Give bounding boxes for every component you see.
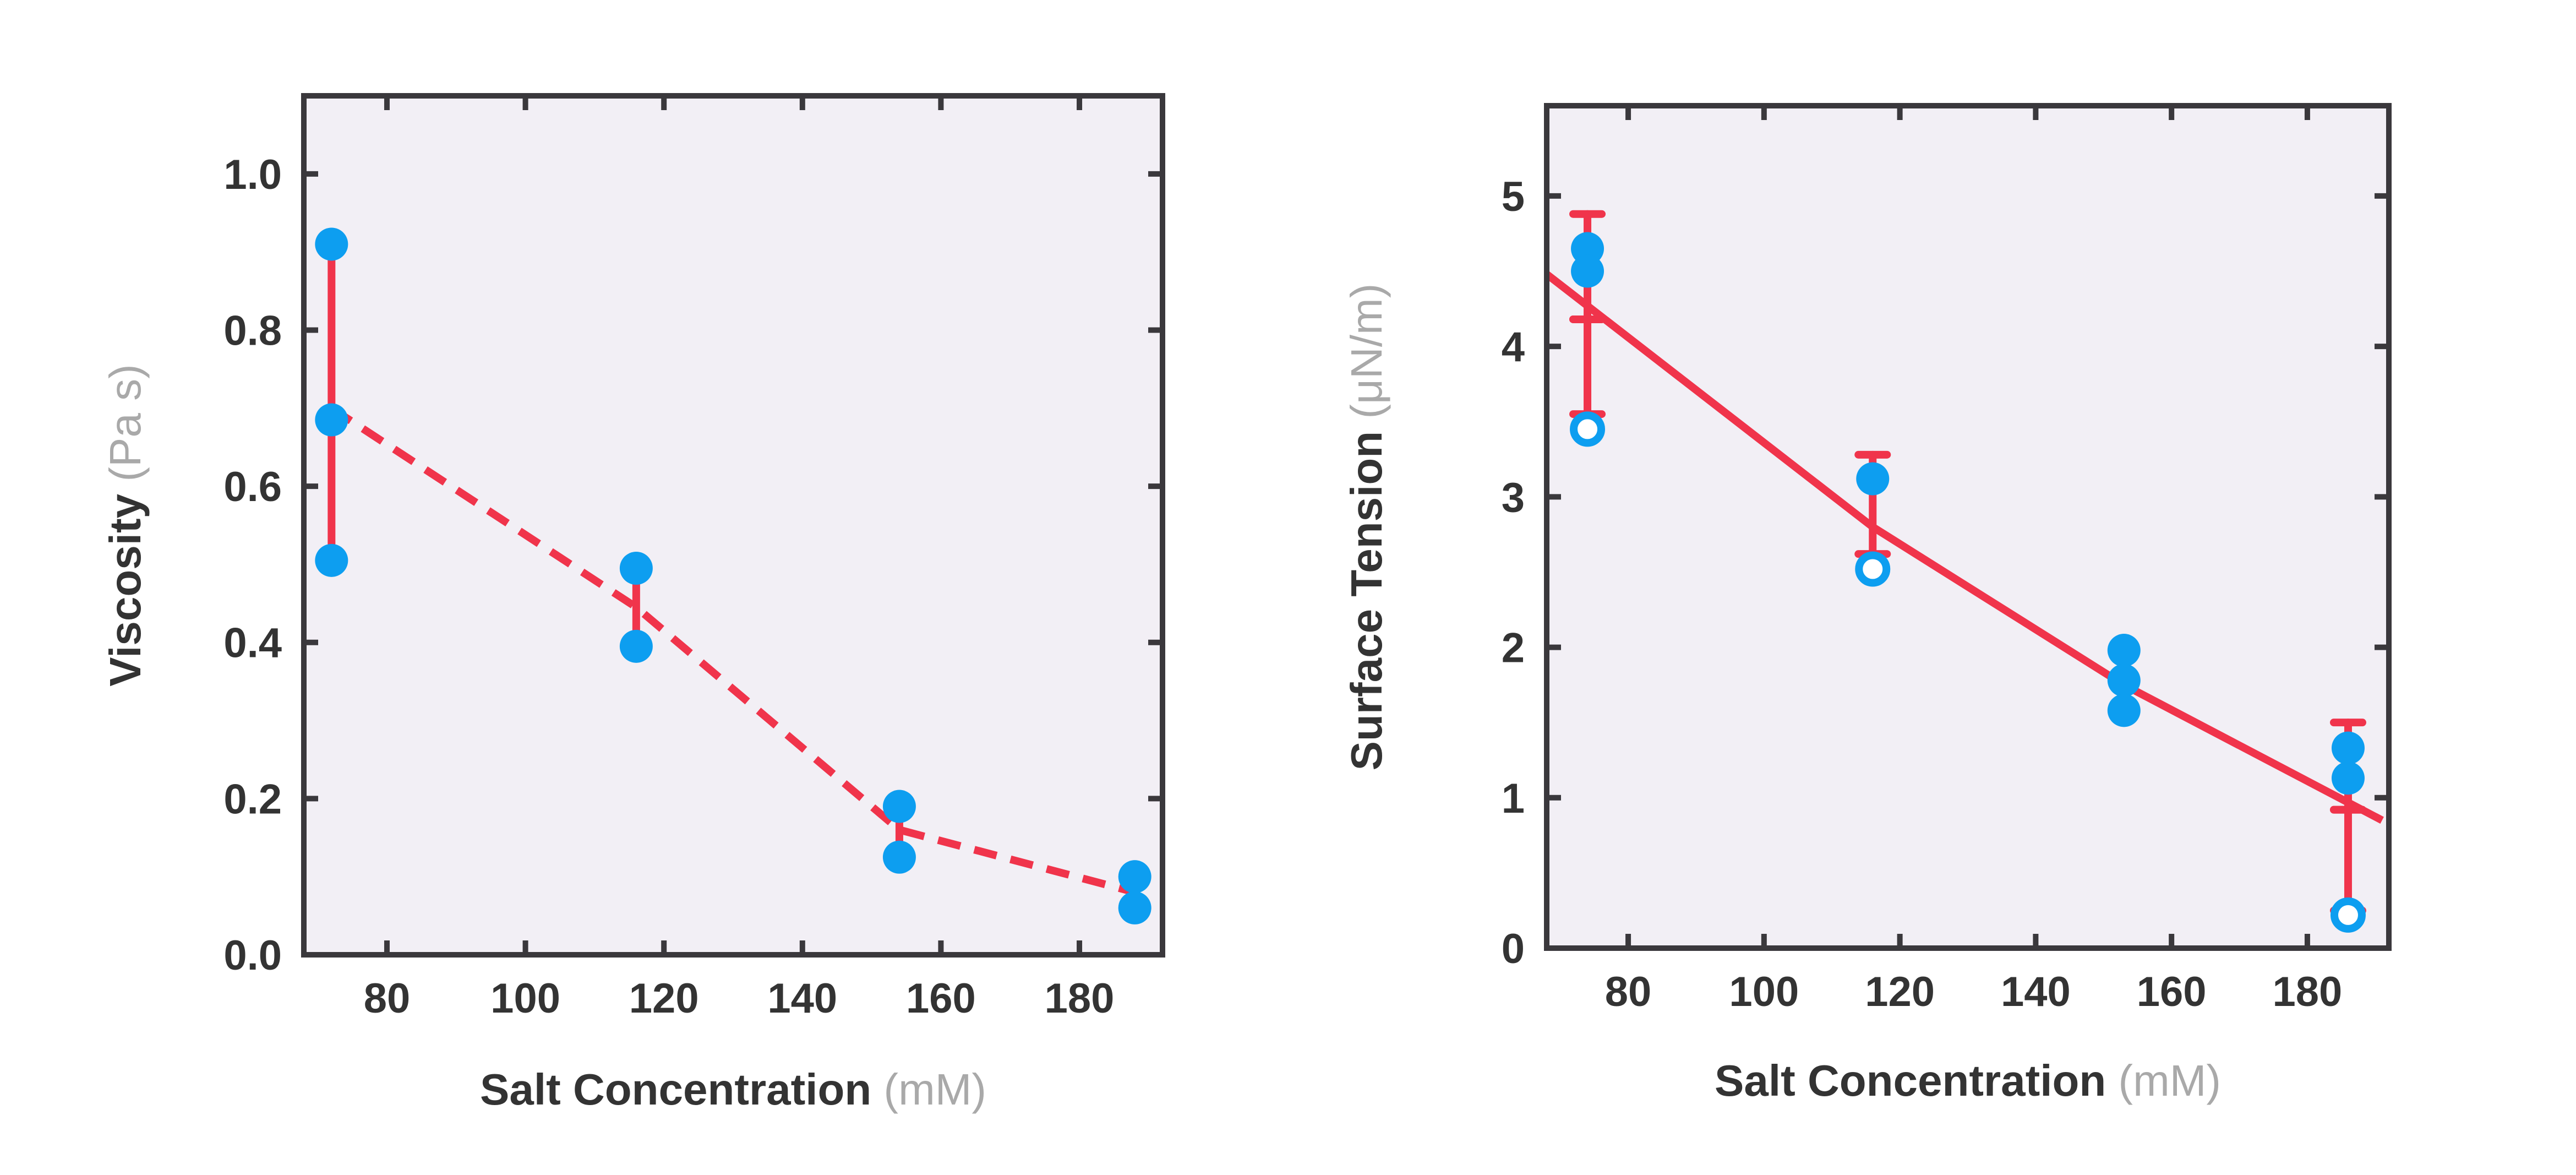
data-point	[2107, 663, 2141, 697]
data-point	[1571, 254, 1604, 288]
x-axis-title: Salt Concentration	[1715, 1056, 2106, 1105]
y-axis-title: Viscosity	[101, 493, 150, 686]
viscosity-chart: 80 100 120 140 160 180 0.0 0.2 0.4 0.6 0.8 1.0 Salt…	[101, 93, 1165, 1114]
y-axis-unit: (Pa s)	[101, 364, 150, 481]
x-tick-label: 100	[1729, 969, 1799, 1015]
y-axis-label: Surface Tension (μN/m)	[1342, 284, 1391, 771]
data-point	[2331, 761, 2365, 795]
plot-area	[304, 96, 1163, 955]
data-points	[315, 227, 1151, 924]
x-axis-label: Salt Concentration (mM)	[1715, 1056, 2221, 1105]
trend-line	[1544, 271, 2384, 824]
x-tick-label: 120	[629, 975, 699, 1022]
data-point	[882, 790, 916, 823]
x-tick-label: 120	[1865, 969, 1935, 1015]
y-axis-unit: (μN/m)	[1342, 284, 1391, 419]
data-point	[619, 629, 653, 663]
x-tick-label: 80	[1605, 969, 1652, 1015]
data-point	[1118, 891, 1151, 924]
y-tick-label: 2	[1502, 625, 1525, 672]
plot-frame	[301, 93, 1165, 958]
y-tick-label: 3	[1502, 474, 1525, 521]
x-tick-label: 180	[2273, 969, 2343, 1015]
tick-labels: 80 100 120 140 160 180 0 1 2 3 4 5	[1502, 173, 2343, 1015]
x-tick-label: 160	[906, 975, 976, 1022]
y-tick-label: 0	[1502, 926, 1525, 972]
data-point-open	[1570, 411, 1606, 447]
trend-line-path	[1544, 271, 2384, 824]
y-tick-label: 0.6	[223, 464, 282, 510]
plot-frame	[1544, 103, 2392, 951]
y-tick-label: 0.8	[223, 307, 282, 354]
data-point	[2331, 731, 2365, 765]
data-point-open	[1855, 551, 1891, 587]
y-tick-label: 1	[1502, 775, 1525, 822]
data-points	[1570, 232, 2366, 933]
y-tick-label: 1.0	[223, 151, 282, 198]
data-point-open	[2330, 897, 2366, 933]
x-tick-label: 80	[364, 975, 411, 1022]
trend-line-path	[329, 405, 1136, 896]
data-point	[1856, 462, 1890, 496]
x-tick-label: 180	[1045, 975, 1115, 1022]
y-tick-label: 0.2	[223, 776, 282, 823]
data-point	[1571, 232, 1604, 265]
x-tick-label: 100	[490, 975, 560, 1022]
surface-tension-chart: 80 100 120 140 160 180 0 1 2 3 4 5 Salt Concentrati…	[1342, 103, 2392, 1105]
y-axis-label: Viscosity (Pa s)	[101, 364, 150, 686]
x-axis-unit: (mM)	[883, 1065, 986, 1114]
data-point	[315, 543, 348, 577]
x-tick-label: 140	[767, 975, 837, 1022]
x-axis-unit: (mM)	[2118, 1056, 2221, 1105]
y-tick-label: 4	[1502, 324, 1525, 371]
data-point	[619, 552, 653, 585]
x-tick-label: 160	[2137, 969, 2207, 1015]
tick-labels: 80 100 120 140 160 180 0.0 0.2 0.4 0.6 0.8 1.0	[223, 151, 1114, 1022]
y-tick-label: 0.0	[223, 932, 282, 979]
data-point	[2107, 634, 2141, 667]
data-point	[315, 403, 348, 437]
y-tick-label: 0.4	[223, 620, 282, 667]
x-axis-label: Salt Concentration (mM)	[480, 1065, 986, 1114]
data-point	[315, 227, 348, 261]
x-tick-label: 140	[2001, 969, 2071, 1015]
plot-area	[1547, 106, 2389, 948]
data-point	[1118, 860, 1151, 894]
data-point	[2107, 694, 2141, 727]
data-point	[882, 840, 916, 874]
y-axis-title: Surface Tension	[1342, 431, 1391, 770]
trend-line	[329, 405, 1136, 896]
y-tick-label: 5	[1502, 173, 1525, 220]
x-axis-title: Salt Concentration	[480, 1065, 871, 1114]
